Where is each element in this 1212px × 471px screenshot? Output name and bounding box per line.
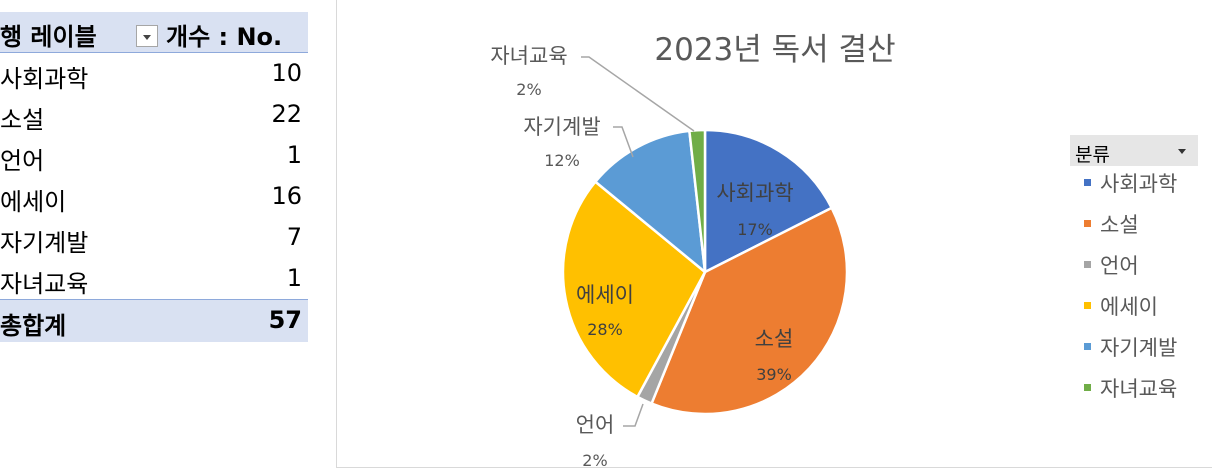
pivot-row[interactable]: 에세이 16 — [0, 176, 308, 217]
pie-slice[interactable] — [650, 206, 849, 416]
slice-percent-label: 2% — [582, 451, 607, 468]
pie-slice[interactable] — [688, 128, 707, 274]
slice-percent-label: 17% — [737, 220, 773, 239]
count-header: 개수 : No. — [166, 23, 283, 51]
pivot-row-label: 자녀교육 — [0, 270, 89, 298]
pie-chart-svg: 2023년 독서 결산 사회과학 17% 소설 39% 언어 2% 에세이 28% 자기계발 12… — [490, 32, 895, 468]
legend-swatch — [1084, 343, 1091, 350]
legend-item-label: 언어 — [1100, 254, 1139, 278]
pivot-header-row: 행 레이블 개수 : No. — [0, 12, 308, 53]
slice-category-label: 자기계발 — [523, 115, 600, 139]
pivot-row[interactable]: 자녀교육 1 — [0, 258, 308, 299]
slice-category-label: 자녀교육 — [490, 44, 567, 68]
pivot-row-value: 1 — [286, 264, 302, 292]
pivot-row-label: 사회과학 — [0, 65, 89, 93]
legend-swatch — [1084, 220, 1091, 227]
pivot-row-value: 16 — [271, 182, 302, 210]
row-labels-header: 행 레이블 — [0, 23, 97, 51]
pivot-row-value: 1 — [286, 141, 302, 169]
slice-category-label: 소설 — [755, 327, 794, 351]
slice-category-label: 언어 — [576, 413, 615, 437]
pivot-table: 행 레이블 개수 : No. 사회과학 10 소설 22 언어 1 에세이 16… — [0, 12, 308, 342]
pivot-row-label: 소설 — [0, 106, 45, 134]
legend-swatch — [1084, 302, 1091, 309]
legend-item-label: 사회과학 — [1100, 172, 1178, 196]
pivot-row[interactable]: 언어 1 — [0, 135, 308, 176]
legend-item[interactable]: 언어 — [1070, 248, 1198, 289]
pie-chart[interactable]: 2023년 독서 결산 사회과학 17% 소설 39% 언어 2% 에세이 28% 자기계발 12… — [336, 0, 1212, 468]
chevron-down-icon — [143, 35, 151, 40]
pivot-total-row: 총합계 57 — [0, 299, 308, 342]
chart-title: 2023년 독서 결산 — [654, 32, 895, 68]
legend-swatch — [1084, 261, 1091, 268]
legend-swatch — [1084, 179, 1091, 186]
legend-swatch — [1084, 384, 1091, 391]
slice-percent-label: 12% — [544, 151, 580, 170]
pivot-row-value: 10 — [271, 59, 302, 87]
pivot-row-value: 22 — [271, 100, 302, 128]
legend-item-label: 에세이 — [1100, 295, 1158, 319]
slice-percent-label: 2% — [516, 80, 541, 99]
grand-total-label: 총합계 — [0, 312, 67, 340]
legend-item[interactable]: 사회과학 — [1070, 166, 1198, 207]
legend-item-label: 자녀교육 — [1100, 377, 1178, 401]
legend-title: 분류 — [1075, 144, 1110, 166]
pivot-row[interactable]: 사회과학 10 — [0, 53, 308, 94]
slice-percent-label: 39% — [756, 365, 792, 384]
chevron-down-icon — [1178, 149, 1186, 154]
leader-line — [613, 126, 634, 158]
grand-total-value: 57 — [268, 306, 302, 334]
legend-item[interactable]: 소설 — [1070, 207, 1198, 248]
legend-item-label: 소설 — [1100, 213, 1139, 237]
pie-slice[interactable] — [594, 129, 707, 274]
legend-filter-button[interactable]: 분류 — [1070, 135, 1198, 166]
pivot-row-label: 에세이 — [0, 188, 67, 216]
pie-slice[interactable] — [703, 128, 833, 274]
pivot-row-label: 자기계발 — [0, 229, 89, 257]
legend-item[interactable]: 자녀교육 — [1070, 371, 1198, 412]
slice-percent-label: 28% — [587, 320, 623, 339]
pivot-row[interactable]: 자기계발 7 — [0, 217, 308, 258]
pivot-row[interactable]: 소설 22 — [0, 94, 308, 135]
pie-slice[interactable] — [561, 180, 707, 399]
row-filter-dropdown-button[interactable] — [136, 25, 158, 47]
leader-line — [623, 403, 644, 427]
slice-category-label: 에세이 — [576, 283, 634, 307]
legend-item[interactable]: 자기계발 — [1070, 330, 1198, 371]
pivot-row-label: 언어 — [0, 147, 45, 175]
leader-line — [581, 56, 695, 132]
slice-category-label: 사회과학 — [716, 181, 793, 205]
legend-item[interactable]: 에세이 — [1070, 289, 1198, 330]
pivot-row-value: 7 — [286, 223, 302, 251]
legend-item-label: 자기계발 — [1100, 336, 1178, 360]
